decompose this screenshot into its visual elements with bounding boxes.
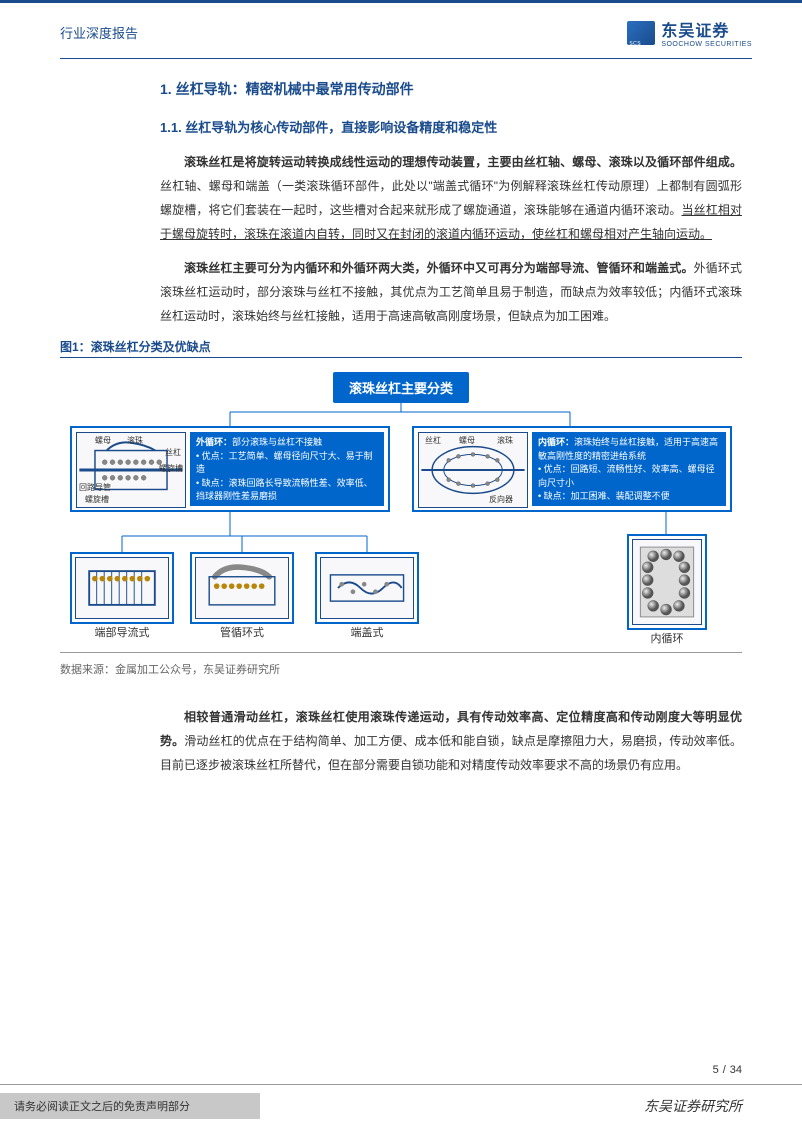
subtype-4: 内循环: [627, 534, 707, 630]
subtype-3-label: 端盖式: [351, 624, 384, 640]
int-pro-t: • 优点：: [538, 464, 571, 474]
logo-icon: [627, 21, 655, 45]
paragraph-3: 相较普通滑动丝杠，滚珠丝杠使用滚珠传递运动，具有传动效率高、定位精度高和传动刚度…: [160, 705, 742, 777]
para3-body: 滑动丝杠的优点在于结构简单、加工方便、成本低和能自锁，缺点是摩擦阻力大，易磨损，…: [160, 734, 742, 772]
para2-lead: 滚珠丝杠主要可分为内循环和外循环两大类，外循环中又可再分为端部导流、管循环和端盖…: [184, 261, 694, 275]
heading-1: 1. 丝杠导轨：精密机械中最常用传动部件: [160, 79, 742, 99]
external-branch: 螺母 滚珠 丝杠 螺旋槽 回路导管 螺旋槽 外循环：部分滚珠与丝杠不接触 • 优…: [70, 426, 390, 512]
subtype-4-label: 内循环: [651, 630, 684, 646]
company-logo: 东吴证券 SOOCHOW SECURITIES: [627, 17, 752, 48]
figure-bottom-rule: [60, 652, 742, 653]
ext-pro-t: • 优点：: [196, 451, 229, 461]
page-number: 5 / 34: [0, 1064, 802, 1084]
ext-body: 部分滚珠与丝杠不接触: [232, 437, 322, 447]
page-current: 5: [713, 1064, 719, 1076]
label-nut: 螺母: [95, 435, 111, 446]
paragraph-2: 滚珠丝杠主要可分为内循环和外循环两大类，外循环中又可再分为端部导流、管循环和端盖…: [160, 256, 742, 328]
page-sep: /: [723, 1064, 726, 1076]
heading-2: 1.1. 丝杠导轨为核心传动部件，直接影响设备精度和稳定性: [160, 117, 742, 136]
internal-schematic: 丝杠 螺母 滚珠 反向器: [418, 432, 528, 508]
internal-branch: 丝杠 螺母 滚珠 反向器 内循环：滚珠始终与丝杠接触，适用于高速高敏高刚性度的精…: [412, 426, 732, 512]
para1-body-a: 丝杠轴、螺母和端盖（一类滚珠循环部件，此处以"端盖式循环"为例解释滚珠丝杠传动原…: [160, 179, 742, 217]
label-nut2: 螺母: [459, 435, 475, 446]
label-ret2: 螺旋槽: [85, 494, 109, 505]
label-ball2: 滚珠: [497, 435, 513, 446]
footer-org: 东吴证券研究所: [644, 1096, 742, 1116]
int-con-b: 加工困难、装配调整不便: [571, 491, 670, 501]
subtype-2: 管循环式: [190, 552, 294, 624]
page-total: 34: [730, 1064, 742, 1076]
label-rev: 反向器: [489, 494, 513, 505]
label-groove: 螺旋槽: [159, 463, 183, 474]
diagram-title: 滚珠丝杠主要分类: [333, 372, 469, 403]
page-content: 1. 丝杠导轨：精密机械中最常用传动部件 1.1. 丝杠导轨为核心传动部件，直接…: [0, 59, 802, 777]
subtype-2-label: 管循环式: [220, 624, 264, 640]
page-footer: 5 / 34 请务必阅读正文之后的免责声明部分 东吴证券研究所: [0, 1064, 802, 1133]
figure-caption: 图1：滚珠丝杠分类及优缺点: [60, 338, 742, 355]
page-header: 行业深度报告 东吴证券 SOOCHOW SECURITIES: [0, 3, 802, 58]
subtype-1: 端部导流式: [70, 552, 174, 624]
label-ball: 滚珠: [127, 435, 143, 446]
label-ret1: 回路导管: [79, 482, 111, 493]
classification-diagram: 滚珠丝杠主要分类 螺母 滚珠 丝杠: [60, 366, 742, 646]
internal-desc: 内循环：滚珠始终与丝杠接触，适用于高速高敏高刚性度的精密进给系统 • 优点：回路…: [532, 432, 726, 506]
int-title: 内循环：: [538, 437, 574, 447]
external-desc: 外循环：部分滚珠与丝杠不接触 • 优点：工艺简单、螺母径向尺寸大、易于制造 • …: [190, 432, 384, 506]
company-name-en: SOOCHOW SECURITIES: [661, 41, 752, 48]
doc-type: 行业深度报告: [60, 23, 138, 42]
ext-con-t: • 缺点：: [196, 478, 229, 488]
data-source: 数据来源：金属加工公众号，东吴证券研究所: [60, 661, 742, 677]
disclaimer: 请务必阅读正文之后的免责声明部分: [0, 1093, 260, 1119]
int-con-t: • 缺点：: [538, 491, 571, 501]
ext-title: 外循环：: [196, 437, 232, 447]
label-shaft: 丝杠: [165, 447, 181, 458]
subtype-1-label: 端部导流式: [95, 624, 150, 640]
para1-lead: 滚珠丝杠是将旋转运动转换成线性运动的理想传动装置，主要由丝杠轴、螺母、滚珠以及循…: [184, 155, 742, 169]
external-schematic: 螺母 滚珠 丝杠 螺旋槽 回路导管 螺旋槽: [76, 432, 186, 508]
paragraph-1: 滚珠丝杠是将旋转运动转换成线性运动的理想传动装置，主要由丝杠轴、螺母、滚珠以及循…: [160, 150, 742, 246]
subtype-3: 端盖式: [315, 552, 419, 624]
company-name-cn: 东吴证券: [661, 17, 752, 41]
label-shaft2: 丝杠: [425, 435, 441, 446]
figure-top-rule: [60, 357, 742, 358]
